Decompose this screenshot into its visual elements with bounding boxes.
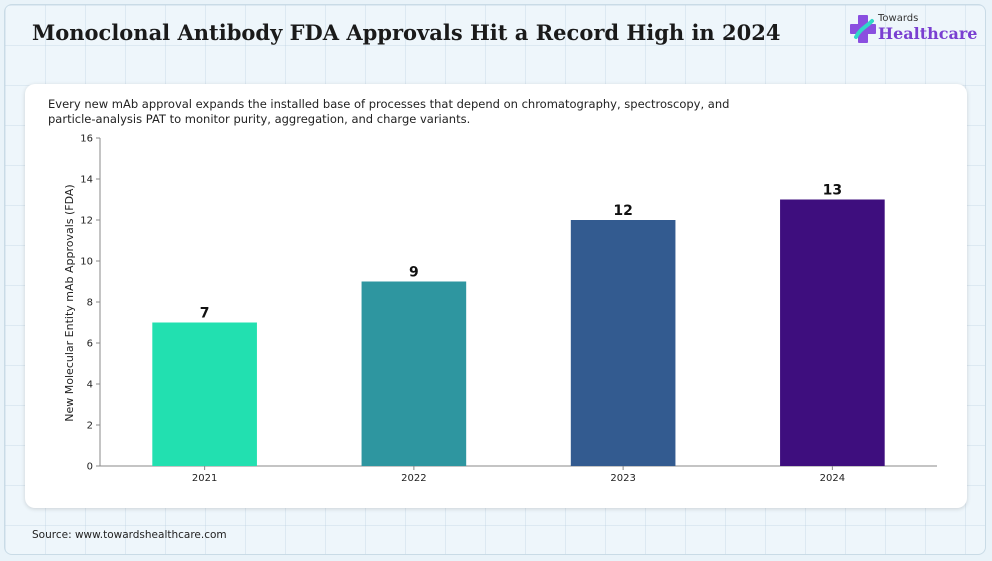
y-tick-label: 10 [80, 257, 93, 268]
x-tick-label: 2024 [820, 473, 845, 484]
x-tick-label: 2021 [192, 473, 217, 484]
y-tick-label: 2 [87, 421, 93, 432]
bar-value-label: 13 [823, 183, 842, 199]
source-note: Source: www.towardshealthcare.com [32, 529, 227, 541]
bar-value-label: 9 [409, 265, 419, 281]
logo-small-text: Towards [878, 13, 919, 24]
bar-2023 [570, 220, 676, 466]
bar-2024 [780, 199, 885, 466]
page-title: Monoclonal Antibody FDA Approvals Hit a … [32, 20, 781, 45]
brand-logo: Towards Healthcare [850, 13, 977, 47]
y-tick-label: 4 [87, 380, 93, 391]
bar-2022 [361, 281, 467, 466]
bar-value-label: 7 [200, 306, 210, 322]
y-tick-label: 16 [80, 134, 93, 145]
y-axis-title: New Molecular Entity mAb Approvals (FDA) [63, 184, 76, 421]
x-tick-label: 2022 [401, 473, 426, 484]
chart-subtitle: Every new mAb approval expands the insta… [48, 97, 730, 126]
y-tick-label: 14 [80, 175, 93, 186]
x-tick-label: 2023 [610, 473, 635, 484]
medical-cross-logo-icon [850, 15, 876, 43]
logo-brand-text: Healthcare [878, 24, 978, 43]
y-tick-label: 8 [87, 298, 93, 309]
y-tick-label: 6 [87, 339, 93, 350]
y-tick-label: 12 [80, 216, 93, 227]
y-tick-label: 0 [87, 462, 93, 473]
bar-value-label: 12 [613, 203, 632, 219]
bar-2021 [152, 322, 257, 466]
